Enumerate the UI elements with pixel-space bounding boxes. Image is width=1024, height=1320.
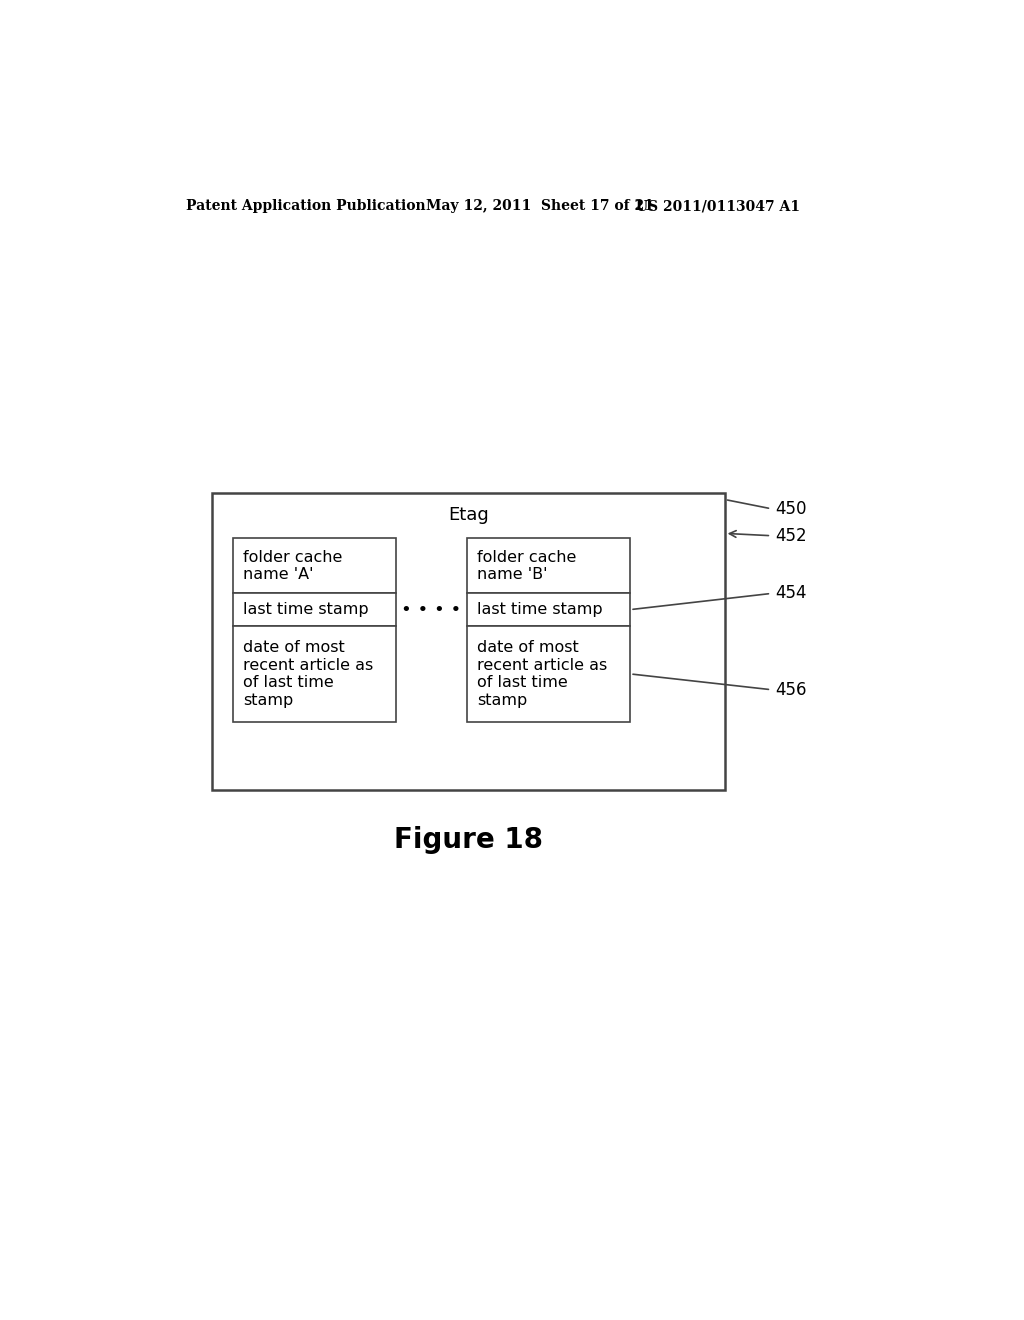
Text: 456: 456: [775, 681, 807, 698]
Bar: [467, 626, 630, 722]
Bar: [233, 539, 396, 594]
Text: 450: 450: [775, 500, 807, 517]
Text: May 12, 2011  Sheet 17 of 21: May 12, 2011 Sheet 17 of 21: [426, 199, 654, 213]
Text: Figure 18: Figure 18: [393, 826, 543, 854]
Text: last time stamp: last time stamp: [477, 602, 602, 618]
Bar: [467, 594, 630, 626]
Bar: [233, 594, 396, 626]
Text: Etag: Etag: [447, 506, 488, 524]
Text: Patent Application Publication: Patent Application Publication: [186, 199, 426, 213]
Text: 452: 452: [775, 527, 807, 545]
Text: last time stamp: last time stamp: [243, 602, 369, 618]
Text: folder cache
name 'B': folder cache name 'B': [477, 549, 577, 582]
Text: date of most
recent article as
of last time
stamp: date of most recent article as of last t…: [243, 640, 373, 708]
Bar: [233, 626, 396, 722]
Bar: [212, 494, 725, 789]
Text: folder cache
name 'A': folder cache name 'A': [243, 549, 342, 582]
Text: US 2011/0113047 A1: US 2011/0113047 A1: [636, 199, 800, 213]
Text: • • • •: • • • •: [401, 601, 461, 619]
Text: 454: 454: [775, 585, 807, 602]
Bar: [467, 539, 630, 594]
Text: date of most
recent article as
of last time
stamp: date of most recent article as of last t…: [477, 640, 607, 708]
